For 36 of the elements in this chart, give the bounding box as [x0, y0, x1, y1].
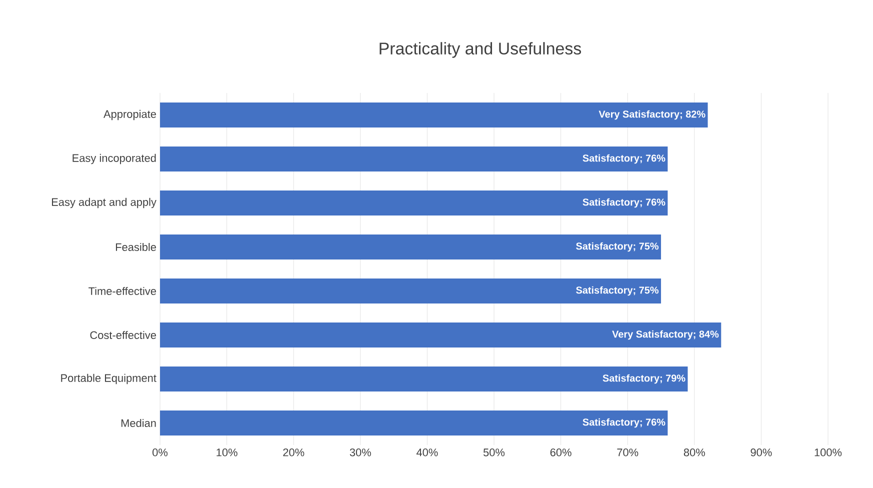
- y-tick-label: Appropiate: [103, 110, 156, 120]
- bar: [160, 410, 668, 436]
- bar: [160, 278, 662, 304]
- y-tick-label: Feasible: [116, 242, 156, 252]
- bar: [160, 190, 668, 216]
- y-tick-label: Portable Equipment: [61, 374, 156, 384]
- x-tick-label: 10%: [216, 448, 238, 456]
- chart-title: Practicality and Usefulness: [380, 42, 582, 58]
- data-label: Very Satisfactory; 82%: [598, 110, 706, 120]
- bar: [160, 102, 708, 128]
- data-label: Satisfactory; 76%: [582, 418, 666, 428]
- x-tick-label: 80%: [684, 448, 705, 456]
- data-label: Satisfactory; 76%: [582, 154, 666, 164]
- x-tick-label: 0%: [152, 448, 168, 456]
- data-label: Very Satisfactory; 84%: [612, 330, 719, 340]
- x-tick-label: 40%: [416, 448, 438, 456]
- data-label: Satisfactory; 79%: [602, 374, 686, 384]
- bar: [160, 234, 662, 260]
- y-tick-label: Easy adapt and apply: [52, 198, 156, 208]
- x-tick-label: 100%: [814, 448, 842, 456]
- x-tick-label: 90%: [750, 448, 772, 456]
- x-tick-label: 20%: [283, 448, 304, 456]
- x-tick-label: 30%: [350, 448, 371, 456]
- y-tick-label: Easy incoporated: [72, 154, 156, 164]
- data-label: Satisfactory; 76%: [582, 198, 666, 208]
- bar: [160, 366, 688, 392]
- bar: [160, 322, 722, 348]
- data-label: Satisfactory; 75%: [576, 242, 659, 252]
- y-tick-label: Median: [121, 418, 156, 428]
- y-tick-label: Time-effective: [88, 286, 156, 296]
- x-tick-label: 60%: [550, 448, 572, 456]
- x-tick-label: 50%: [483, 448, 505, 456]
- bar: [160, 146, 668, 172]
- data-label: Satisfactory; 75%: [576, 286, 659, 296]
- y-tick-label: Cost-effective: [90, 330, 156, 340]
- x-tick-label: 70%: [617, 448, 638, 456]
